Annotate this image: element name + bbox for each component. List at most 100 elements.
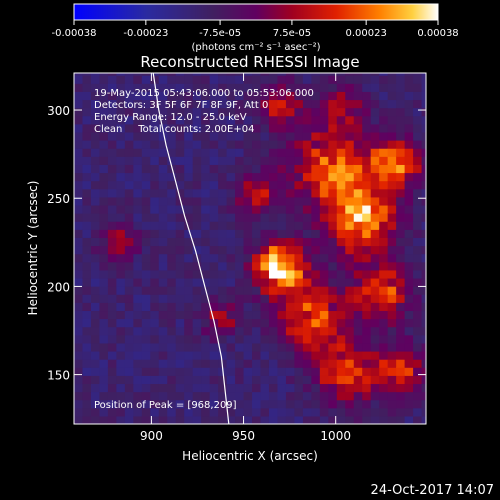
heatmap-cell	[353, 140, 363, 149]
heatmap-cell	[175, 334, 185, 344]
heatmap-cell	[252, 148, 262, 157]
heatmap-cell	[319, 342, 329, 352]
heatmap-cell	[268, 83, 279, 92]
heatmap-cell	[107, 302, 117, 312]
heatmap-cell	[285, 221, 296, 230]
heatmap-cell	[243, 326, 253, 336]
heatmap-cell	[345, 188, 355, 198]
heatmap-cell	[107, 75, 117, 84]
heatmap-cell	[370, 221, 380, 230]
heatmap-cell	[90, 294, 101, 303]
heatmap-cell	[421, 204, 426, 214]
heatmap-cell	[192, 204, 202, 214]
heatmap-cell	[302, 253, 312, 263]
heatmap-cell	[218, 407, 228, 417]
heatmap-cell	[201, 294, 211, 303]
heatmap-cell	[268, 269, 279, 279]
heatmap-cell	[328, 415, 338, 424]
heatmap-cell	[192, 415, 202, 424]
heatmap-cell	[116, 180, 126, 190]
heatmap-cell	[226, 342, 236, 352]
heatmap-cell	[353, 73, 363, 76]
heatmap-cell	[158, 73, 168, 76]
heatmap-cell	[243, 237, 253, 247]
heatmap-cell	[107, 277, 117, 287]
heatmap-cell	[362, 294, 372, 303]
heatmap-cell	[413, 115, 423, 125]
heatmap-cell	[252, 318, 262, 328]
heatmap-cell	[362, 204, 372, 214]
heatmap-cell	[235, 294, 245, 303]
heatmap-cell	[201, 172, 211, 182]
heatmap-cell	[328, 399, 338, 409]
heatmap-cell	[404, 245, 414, 255]
heatmap-cell	[345, 391, 355, 401]
heatmap-cell	[99, 399, 109, 409]
heatmap-cell	[116, 204, 126, 214]
heatmap-cell	[158, 188, 168, 198]
heatmap-cell	[226, 261, 236, 271]
heatmap-cell	[90, 350, 101, 360]
heatmap-cell	[311, 286, 321, 295]
heatmap-cell	[387, 75, 397, 84]
heatmap-cell	[345, 407, 355, 417]
heatmap-cell	[328, 188, 338, 198]
heatmap-cell	[192, 83, 202, 92]
heatmap-cell	[345, 342, 355, 352]
heatmap-cell	[260, 383, 270, 393]
heatmap-cell	[74, 253, 84, 263]
heatmap-cell	[116, 318, 126, 328]
y-tick-label: 300	[47, 104, 70, 118]
heatmap-cell	[387, 221, 397, 230]
heatmap-cell	[328, 115, 338, 125]
heatmap-cell	[345, 359, 355, 368]
heatmap-cell	[268, 294, 279, 303]
heatmap-cell	[294, 261, 304, 271]
heatmap-cell	[285, 164, 296, 174]
heatmap-cell	[413, 229, 423, 238]
heatmap-cell	[243, 269, 253, 279]
heatmap-cell	[319, 302, 329, 312]
heatmap-cell	[252, 326, 262, 336]
heatmap-cell	[141, 83, 151, 92]
heatmap-cell	[99, 302, 109, 312]
heatmap-cell	[209, 156, 219, 165]
heatmap-cell	[175, 261, 185, 271]
annotation-detectors: Detectors: 3F 5F 6F 7F 8F 9F, Att 0	[94, 100, 268, 111]
heatmap-cell	[184, 350, 194, 360]
heatmap-cell	[184, 131, 194, 141]
heatmap-cell	[116, 213, 126, 222]
heatmap-cell	[277, 269, 287, 279]
heatmap-cell	[201, 245, 211, 255]
heatmap-cell	[396, 294, 406, 303]
heatmap-cell	[158, 261, 168, 271]
heatmap-cell	[387, 350, 397, 360]
heatmap-cell	[379, 73, 389, 76]
heatmap-cell	[345, 164, 355, 174]
heatmap-cell	[167, 391, 177, 401]
heatmap-cell	[353, 237, 363, 247]
heatmap-cell	[396, 391, 406, 401]
heatmap-cell	[82, 253, 92, 263]
heatmap-cell	[370, 399, 380, 409]
heatmap-cell	[404, 237, 414, 247]
heatmap-cell	[124, 148, 134, 157]
heatmap-cell	[302, 140, 312, 149]
heatmap-cell	[277, 253, 287, 263]
heatmap-cell	[302, 375, 312, 385]
heatmap-cell	[328, 172, 338, 182]
heatmap-cell	[158, 148, 168, 157]
heatmap-cell	[167, 237, 177, 247]
heatmap-cell	[150, 245, 160, 255]
heatmap-cell	[141, 399, 151, 409]
heatmap-cell	[124, 107, 134, 117]
heatmap-cell	[319, 269, 329, 279]
heatmap-cell	[252, 407, 262, 417]
heatmap-cell	[167, 269, 177, 279]
heatmap-cell	[158, 140, 168, 149]
heatmap-cell	[268, 131, 279, 141]
heatmap-cell	[116, 350, 126, 360]
heatmap-cell	[218, 253, 228, 263]
heatmap-cell	[396, 310, 406, 320]
heatmap-cell	[150, 302, 160, 312]
